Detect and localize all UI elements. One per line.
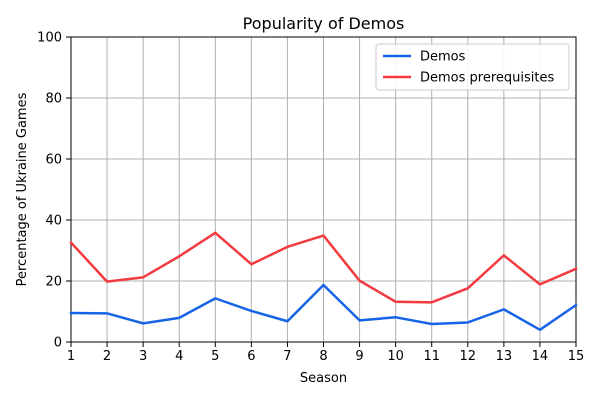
x-tick-label: 11 [423,349,440,364]
x-tick-label: 7 [283,349,291,364]
x-tick-label: 2 [103,349,111,364]
series-line-demos [69,283,578,332]
y-tick-label: 20 [45,275,62,290]
y-tick-label: 0 [54,336,62,351]
x-tick-label: 9 [355,349,363,364]
y-axis-label: Percentage of Ukraine Games [15,92,30,286]
x-tick-label: 5 [211,349,219,364]
legend: Demos Demos prerequisites [375,43,570,91]
x-tick-label: 15 [568,349,585,364]
x-tick-label: 8 [319,349,327,364]
x-tick-label: 10 [387,349,404,364]
y-tick-label: 100 [37,31,62,46]
legend-label: Demos [420,50,466,65]
series-line-demos-prerequisites [69,231,578,304]
y-tick-label: 80 [45,92,62,107]
series-layer [69,231,578,332]
x-tick-label: 3 [139,349,147,364]
x-tick-label: 6 [247,349,255,364]
plot-frame [70,36,577,343]
x-tick-label: 13 [496,349,513,364]
x-tick-label: 12 [460,349,477,364]
legend-box [375,43,570,91]
chart-title: Popularity of Demos [243,14,405,33]
legend-label: Demos prerequisites [420,71,554,86]
x-tick-label: 14 [532,349,549,364]
x-axis-label: Season [300,371,347,386]
x-tick-label: 1 [67,349,75,364]
x-tick-label: 4 [175,349,183,364]
y-tick-label: 60 [45,153,62,168]
y-tick-label: 40 [45,214,62,229]
